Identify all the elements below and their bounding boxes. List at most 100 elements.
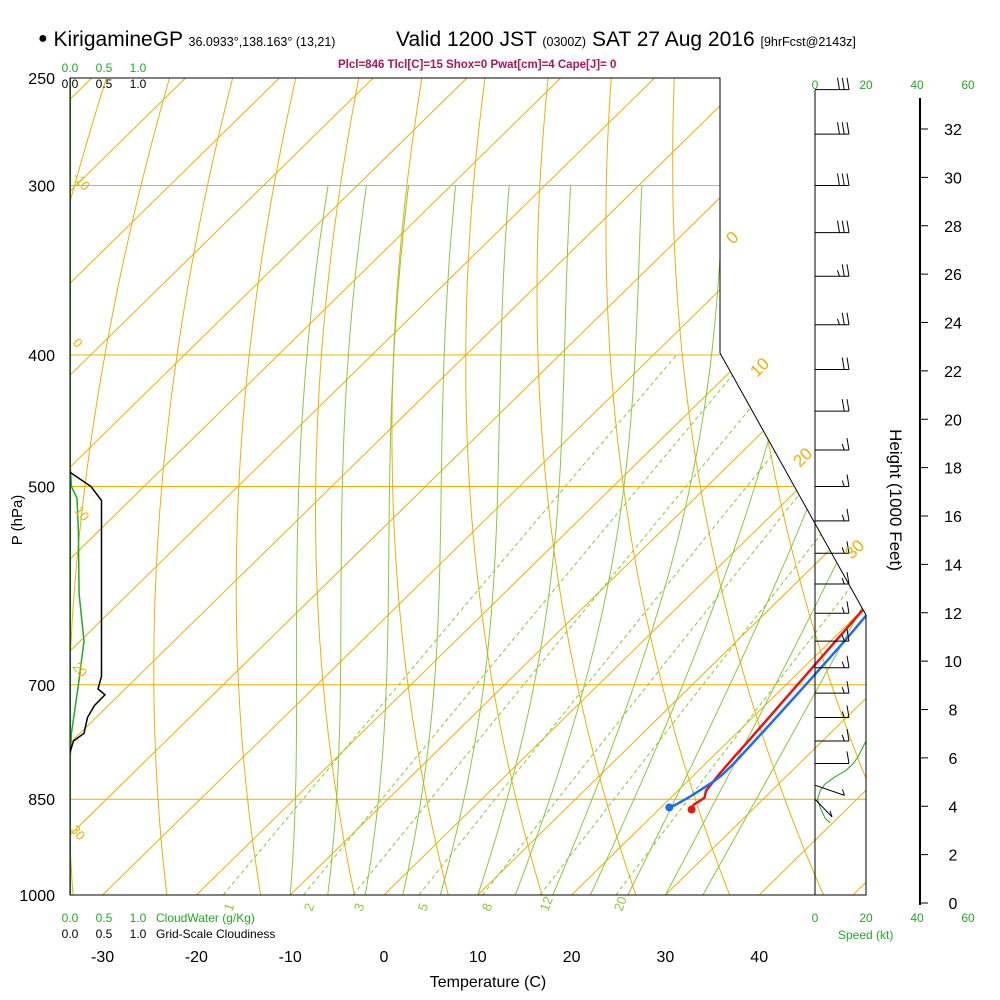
wind-barb bbox=[815, 681, 850, 694]
wind-barb-flag bbox=[846, 312, 850, 325]
wind-barb-flag bbox=[841, 312, 845, 325]
sounding-curves bbox=[70, 78, 866, 895]
temperature-tick-label: -10 bbox=[279, 949, 302, 966]
wind-barb-flag bbox=[841, 711, 845, 718]
dewpoint-profile-surface-dot bbox=[665, 803, 674, 812]
cloud-water-profile bbox=[70, 462, 85, 764]
wind-barb-flag bbox=[846, 399, 850, 412]
pressure-tick-label: 1000 bbox=[19, 888, 55, 905]
wind-barb-flag bbox=[846, 681, 850, 694]
mixing-ratio-line bbox=[418, 354, 855, 895]
wind-barb bbox=[815, 122, 850, 135]
chart-grid bbox=[70, 78, 1000, 895]
wind-barb-flag bbox=[841, 577, 845, 585]
dry-adiabat-label: 20 bbox=[70, 659, 91, 680]
height-tick-label: 10 bbox=[944, 654, 962, 671]
wind-barb-flag bbox=[846, 508, 850, 521]
cloud-water-tick-top: 1.0 bbox=[130, 61, 147, 75]
wind-barb-flag bbox=[846, 601, 850, 614]
temperature-profile bbox=[690, 89, 866, 811]
wind-barb bbox=[815, 751, 850, 764]
moist-adiabat-line bbox=[477, 185, 572, 895]
wind-barb-flag bbox=[846, 728, 850, 742]
speed-tick-top: 0 bbox=[812, 78, 819, 92]
pressure-tick-label: 700 bbox=[28, 678, 55, 695]
dry-adiabat-line bbox=[391, 78, 449, 895]
wind-barb-flag bbox=[841, 357, 845, 370]
wind-barb-flag bbox=[846, 173, 850, 186]
cloud-water-tick-bottom: 0.0 bbox=[62, 911, 79, 925]
cloud-water-tick-top: 0.0 bbox=[62, 61, 79, 75]
temperature-tick-label: 0 bbox=[380, 949, 389, 966]
wind-barb-flag bbox=[846, 541, 850, 554]
wind-barb bbox=[815, 601, 850, 614]
dry-adiabat-line bbox=[536, 78, 637, 895]
isotherm-label: 30 bbox=[841, 536, 868, 563]
chart-axes bbox=[69, 77, 928, 905]
height-axis-title: Height (1000 Feet) bbox=[886, 429, 905, 571]
temperature-tick-label: -20 bbox=[185, 949, 208, 966]
forecast-tag: [9hrFcst@2143z] bbox=[760, 35, 856, 49]
wind-speed-profile bbox=[816, 89, 866, 824]
height-tick-label: 30 bbox=[944, 170, 962, 187]
wind-barb-flag bbox=[841, 514, 845, 521]
wind-barb-flag bbox=[841, 399, 845, 412]
height-tick-label: 28 bbox=[944, 219, 962, 236]
isotherm-line bbox=[70, 78, 280, 895]
wind-barb-flag bbox=[841, 686, 845, 694]
pressure-tick-label: 850 bbox=[28, 792, 55, 809]
height-tick-label: 2 bbox=[949, 848, 958, 865]
mixing-ratio-label: 3 bbox=[351, 901, 368, 913]
wind-barb bbox=[815, 173, 850, 186]
height-tick-label: 12 bbox=[944, 606, 962, 623]
wind-barb-flag bbox=[846, 122, 850, 135]
temperature-tick-label: 20 bbox=[563, 949, 581, 966]
dry-adiabat-line bbox=[153, 78, 234, 895]
pressure-tick-label: 400 bbox=[28, 348, 55, 365]
wind-barb-flag bbox=[846, 571, 850, 585]
speed-tick-top: 20 bbox=[859, 78, 873, 92]
isotherm-line bbox=[70, 78, 562, 895]
dry-adiabat-label: 0 bbox=[70, 335, 86, 350]
isotherm-line bbox=[70, 78, 655, 895]
wind-barb bbox=[814, 784, 845, 796]
wind-barb-flag bbox=[846, 220, 850, 233]
wind-barbs bbox=[814, 77, 850, 818]
speed-tick-bottom: 40 bbox=[910, 911, 924, 925]
plot-frame bbox=[69, 77, 867, 896]
height-tick-label: 20 bbox=[944, 412, 962, 429]
height-tick-label: 4 bbox=[949, 799, 958, 816]
wind-barb-flag bbox=[837, 270, 840, 277]
mixing-ratio-line bbox=[539, 354, 866, 895]
wind-barb-flag bbox=[841, 264, 845, 277]
height-tick-label: 32 bbox=[944, 122, 962, 139]
mixing-ratio-label: 2 bbox=[301, 901, 318, 913]
wind-barb bbox=[815, 474, 850, 487]
wind-barb-flag bbox=[841, 661, 845, 668]
speed-tick-bottom: 60 bbox=[961, 911, 975, 925]
station-coords: 36.0933°,138.163° (13,21) bbox=[188, 35, 336, 49]
wind-barb bbox=[815, 264, 850, 277]
isotherm-line bbox=[70, 78, 749, 895]
isotherm-line bbox=[665, 78, 866, 895]
wind-barb-flag bbox=[829, 810, 833, 818]
dry-adiabat-line bbox=[314, 78, 360, 895]
height-tick-label: 24 bbox=[944, 316, 962, 333]
height-tick-label: 22 bbox=[944, 364, 962, 381]
moist-adiabat-line bbox=[289, 185, 329, 895]
speed-tick-top: 40 bbox=[910, 78, 924, 92]
isotherm-line bbox=[852, 78, 866, 895]
isotherm-line bbox=[947, 78, 1000, 895]
height-tick-label: 6 bbox=[949, 751, 958, 768]
wind-barb bbox=[815, 508, 850, 522]
moist-adiabat-line bbox=[664, 185, 866, 895]
cloudiness-tick-top: 0.0 bbox=[62, 77, 79, 91]
cloudiness-tick-top: 1.0 bbox=[130, 77, 147, 91]
dry-adiabat-line bbox=[927, 78, 1000, 895]
isotherm-line bbox=[70, 78, 843, 895]
wind-barb-flag bbox=[837, 318, 840, 325]
moist-adiabat-line bbox=[627, 185, 866, 895]
cloudiness-tick-bottom: 1.0 bbox=[130, 927, 147, 941]
dry-adiabat-line bbox=[70, 78, 170, 895]
isotherm-line bbox=[70, 78, 468, 895]
